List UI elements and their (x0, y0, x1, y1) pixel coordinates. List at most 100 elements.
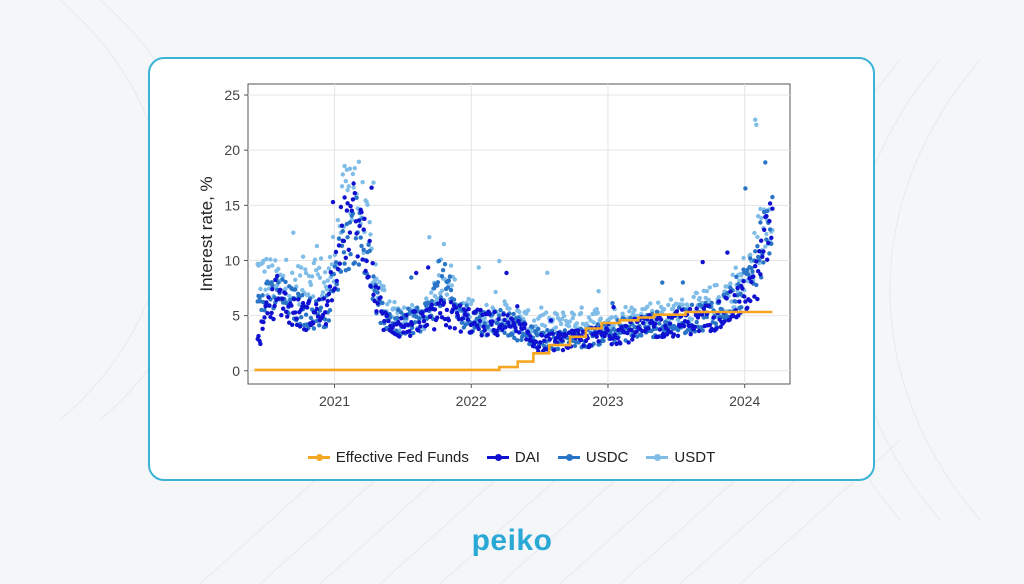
data-point-dai (281, 306, 286, 311)
y-tick-label: 20 (224, 142, 240, 158)
data-point-usdt (666, 302, 671, 308)
data-point-dai (679, 307, 685, 312)
data-point-dai (424, 322, 430, 328)
data-point-dai (745, 305, 750, 310)
data-point-dai (759, 238, 764, 243)
data-point-dai (362, 216, 367, 221)
data-point-usdt (755, 234, 760, 240)
data-point-dai (256, 333, 261, 339)
data-point-usdt (532, 318, 537, 323)
data-point-usdt (311, 260, 317, 266)
data-point-dai (474, 323, 480, 328)
data-point-usdc (318, 305, 324, 310)
data-point-usdc (694, 319, 699, 325)
data-point-usdc (409, 275, 414, 280)
data-point-usdt (382, 287, 387, 293)
data-point-usdc (270, 283, 275, 288)
data-point-usdc (746, 272, 751, 277)
data-point-dai (722, 319, 727, 324)
data-point-usdt (439, 288, 445, 293)
data-point-dai (300, 301, 306, 306)
y-axis: 0 5 10 15 20 25 (224, 87, 248, 379)
data-point-usdt (315, 272, 321, 277)
data-point-usdc (260, 293, 265, 298)
data-point-dai (278, 287, 283, 292)
data-point-dai (414, 270, 419, 276)
data-point-usdt (561, 313, 567, 319)
data-point-dai (382, 318, 387, 324)
data-point-usdc (347, 220, 353, 225)
data-point-dai (634, 329, 639, 334)
y-axis-label: Interest rate, % (197, 176, 216, 291)
data-point-usdt (566, 324, 572, 329)
data-point-dai (711, 315, 716, 320)
data-point-usdt (752, 230, 757, 236)
data-point-dai (503, 325, 508, 330)
data-point-dai (699, 312, 705, 317)
data-point-usdt (735, 289, 740, 294)
data-point-usdt (609, 315, 614, 320)
data-point-dai (399, 316, 404, 321)
data-point-usdc (395, 315, 400, 321)
data-point-usdt (342, 163, 347, 169)
data-point-dai (291, 297, 297, 302)
data-point-usdc (459, 320, 465, 325)
data-point-usdc (510, 332, 515, 337)
data-point-usdc (709, 300, 714, 306)
data-point-usdc (700, 328, 705, 333)
data-point-usdc (442, 262, 448, 267)
data-point-usdt (264, 256, 269, 262)
data-point-dai (465, 317, 471, 322)
data-point-dai (364, 258, 369, 264)
data-point-dai (736, 313, 741, 318)
data-point-usdc (358, 235, 363, 240)
data-point-usdt (387, 299, 392, 304)
data-point-dai (517, 330, 522, 335)
data-point-dai (311, 321, 316, 326)
data-point-usdt (544, 310, 549, 315)
data-point-dai (748, 298, 753, 304)
data-point-dai (581, 343, 586, 348)
legend-item-fed-funds: Effective Fed Funds (307, 449, 469, 466)
data-point-usdt (377, 279, 382, 285)
data-point-dai (351, 181, 356, 186)
data-point-usdt (340, 172, 345, 177)
data-point-usdc (748, 256, 753, 261)
data-point-usdt (339, 184, 345, 189)
data-point-usdc (713, 321, 718, 326)
data-point-dai (609, 342, 614, 347)
data-point-dai (563, 332, 569, 338)
data-point-usdc (334, 282, 339, 287)
data-point-dai (755, 296, 760, 302)
data-point-usdt (623, 304, 628, 310)
data-point-dai (741, 279, 746, 284)
data-point-usdt (673, 301, 679, 306)
data-point-dai (664, 332, 670, 337)
data-point-dai (352, 191, 357, 196)
data-point-usdt (273, 258, 278, 263)
fed-funds-line (254, 310, 773, 372)
data-point-dai (346, 247, 351, 252)
data-point-usdc (689, 302, 695, 307)
data-point-usdt (448, 263, 454, 268)
data-point-usdc (415, 305, 420, 310)
brand-logo: peiko (471, 524, 553, 557)
data-point-usdt (497, 258, 502, 264)
data-point-usdc (535, 333, 540, 338)
data-point-dai (478, 307, 483, 313)
data-point-usdc (348, 252, 353, 257)
data-point-usdc (595, 322, 600, 327)
data-point-usdc (680, 280, 686, 285)
data-point-usdt (629, 305, 634, 310)
data-point-dai (329, 298, 335, 303)
data-point-dai (496, 317, 501, 322)
data-point-usdc (755, 244, 760, 249)
data-point-dai (336, 243, 342, 248)
data-point-usdc (284, 300, 289, 306)
data-point-dai (275, 273, 280, 279)
data-point-usdc (555, 346, 561, 352)
data-point-dai (533, 339, 539, 345)
legend-label: USDT (674, 449, 716, 466)
data-point-dai (696, 328, 702, 334)
data-point-dai (615, 336, 620, 341)
